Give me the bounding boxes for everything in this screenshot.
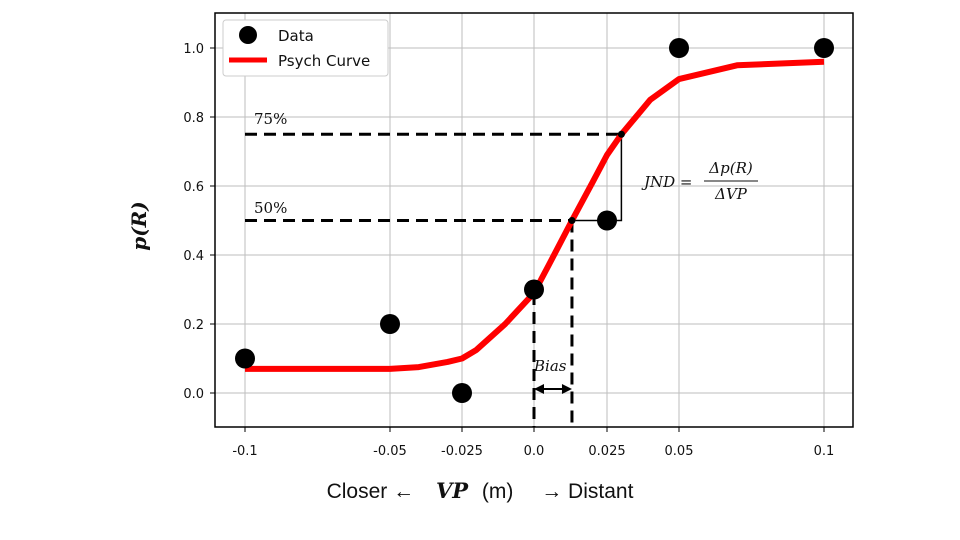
- marker-75-percent: [617, 130, 625, 138]
- x-axis-label-unit: (m): [481, 480, 514, 503]
- jnd-numerator: Δp(R): [708, 159, 753, 177]
- data-point: [380, 314, 400, 334]
- x-tick-label: 0.05: [665, 444, 694, 459]
- jnd-bracket: [571, 134, 623, 222]
- data-point: [452, 383, 472, 403]
- y-tick-label: 0.4: [183, 249, 204, 264]
- legend: Data Psych Curve: [222, 19, 389, 77]
- marker-50-percent: [568, 217, 576, 224]
- jnd-denominator: ΔVP: [714, 185, 748, 203]
- x-tick-label: -0.1: [232, 444, 257, 459]
- jnd-formula: JND = Δp(R) ΔVP: [641, 159, 758, 203]
- x-axis-label-variable: VP: [435, 478, 469, 503]
- bias-arrow-right-head: [561, 384, 572, 394]
- x-axis-label-left: Closer ←: [326, 480, 415, 503]
- x-tick-label: 0.025: [588, 444, 625, 459]
- x-axis-label: Closer ← VP (m) → Distant: [0, 478, 960, 504]
- data-point: [597, 210, 617, 231]
- bias-label: Bias: [533, 357, 567, 375]
- data-point: [524, 279, 544, 300]
- data-point: [235, 348, 255, 369]
- y-tick-label: 0.8: [183, 111, 204, 126]
- legend-curve-label: Psych Curve: [278, 52, 370, 70]
- y-axis-label: p(R): [127, 201, 151, 251]
- data-points: [235, 38, 834, 403]
- psych-curve-line: [245, 58, 825, 372]
- annotation-lines: [245, 132, 623, 427]
- data-point: [814, 38, 834, 58]
- x-tick-label: 0.1: [814, 444, 835, 459]
- data-point: [669, 38, 689, 58]
- legend-data-marker: [239, 26, 257, 44]
- x-axis-ticks: -0.1 -0.05 -0.025 0.0 0.025 0.05 0.1: [232, 427, 834, 459]
- legend-data-label: Data: [278, 27, 314, 45]
- label-50-percent: 50%: [254, 199, 287, 217]
- x-axis-label-right: → Distant: [541, 480, 634, 503]
- bias-arrow-left-head: [534, 384, 544, 394]
- curve-layer: [245, 58, 825, 372]
- x-tick-label: -0.025: [441, 444, 483, 459]
- jnd-lhs: JND =: [641, 173, 693, 191]
- x-tick-label: -0.05: [373, 444, 407, 459]
- y-tick-label: 1.0: [183, 42, 204, 57]
- y-tick-label: 0.6: [183, 180, 204, 195]
- x-tick-label: 0.0: [524, 444, 545, 459]
- y-axis-ticks: 0.0 0.2 0.4 0.6 0.8 1.0: [183, 42, 215, 402]
- y-tick-label: 0.2: [183, 318, 204, 333]
- y-tick-label: 0.0: [183, 387, 204, 402]
- label-75-percent: 75%: [254, 110, 287, 128]
